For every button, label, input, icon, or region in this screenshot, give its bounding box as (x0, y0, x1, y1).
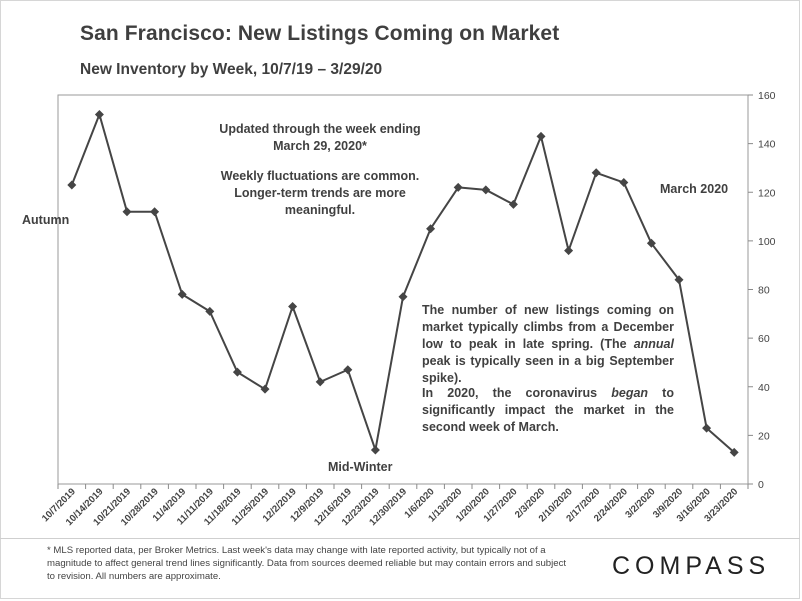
data-point (426, 224, 436, 234)
data-point (619, 178, 629, 188)
data-point (67, 180, 77, 190)
line-chart: 02040608010012014016010/7/201910/14/2019… (40, 90, 776, 528)
annotation-seasonal-trend-text-b: peak is typically seen in a big Septembe… (422, 354, 674, 385)
data-point (508, 199, 518, 209)
y-axis-tick-label: 80 (758, 285, 770, 297)
annotation-march-2020: March 2020 (660, 182, 729, 196)
data-point (177, 289, 187, 299)
data-point (591, 168, 601, 178)
data-point (205, 306, 215, 316)
footer-divider (0, 538, 800, 599)
annotation-mid-winter: Mid-Winter (328, 460, 393, 474)
data-point (481, 185, 491, 195)
data-point (674, 275, 684, 285)
chart-subtitle: New Inventory by Week, 10/7/19 – 3/29/20 (80, 61, 383, 78)
data-point (315, 377, 325, 387)
annotation-seasonal-trend-text-a: The number of new listings coming on mar… (422, 303, 674, 351)
data-point (260, 384, 270, 394)
annotation-autumn: Autumn (22, 213, 70, 227)
y-axis-tick-label: 100 (758, 236, 776, 248)
data-point (729, 447, 739, 457)
annotation-seasonal-trend: The number of new listings coming on mar… (422, 302, 674, 387)
footnote: * MLS reported data, per Broker Metrics.… (47, 545, 567, 582)
data-point (232, 367, 242, 377)
y-axis-tick-label: 160 (758, 90, 776, 102)
chart-title: San Francisco: New Listings Coming on Ma… (80, 22, 560, 45)
data-point (536, 131, 546, 141)
data-point (122, 207, 132, 217)
y-axis-tick-label: 60 (758, 333, 770, 345)
data-point (288, 302, 298, 312)
y-axis-tick-label: 120 (758, 187, 776, 199)
annotation-coronavirus-emphasis: began (611, 386, 649, 400)
data-point (370, 445, 380, 455)
y-axis-tick-label: 0 (758, 479, 764, 491)
annotation-coronavirus-text-b: to significantly impact the market in th… (422, 386, 674, 434)
annotation-coronavirus-impact: In 2020, the coronavirus began to signif… (422, 385, 674, 436)
compass-logo: COMPASS (612, 552, 771, 580)
data-point (398, 292, 408, 302)
y-axis-tick-label: 20 (758, 430, 770, 442)
data-point (94, 109, 104, 119)
annotation-coronavirus-text-a: In 2020, the coronavirus (422, 386, 612, 400)
y-axis-tick-label: 140 (758, 139, 776, 151)
data-point (564, 246, 574, 256)
annotation-updated: Updated through the week ending March 29… (219, 122, 421, 153)
y-axis-tick-label: 40 (758, 382, 770, 394)
data-point (343, 365, 353, 375)
data-point (646, 238, 656, 248)
data-point (702, 423, 712, 433)
data-point (453, 182, 463, 192)
annotation-weekly-fluctuations: Weekly fluctuations are common. Longer-t… (220, 169, 420, 217)
data-point (150, 207, 160, 217)
annotation-seasonal-trend-emphasis: annual (633, 337, 674, 351)
